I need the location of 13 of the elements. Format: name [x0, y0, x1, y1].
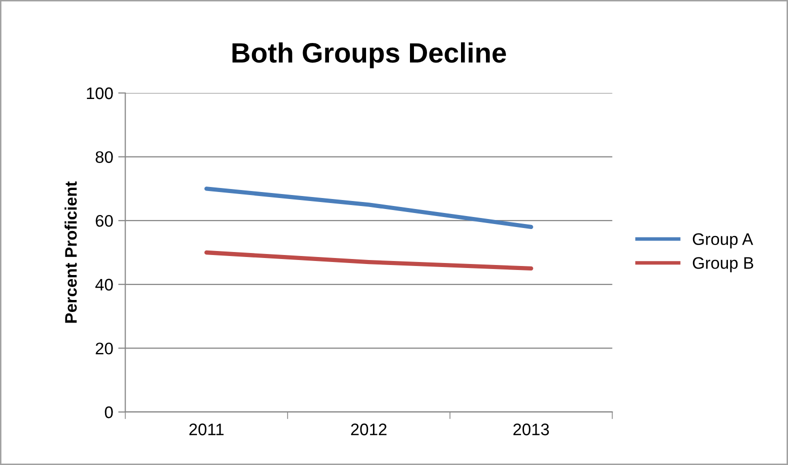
legend-label: Group A — [692, 233, 754, 248]
y-axis-title: Percent Proficient — [64, 181, 77, 323]
y-tick-label: 60 — [96, 214, 113, 227]
chart-title: Both Groups Decline — [232, 42, 506, 68]
y-tick-label: 100 — [86, 87, 113, 100]
x-tick-label: 2011 — [189, 424, 224, 436]
y-tick-label: 40 — [95, 278, 113, 291]
legend-label: Group B — [692, 257, 754, 272]
x-tick-label: 2012 — [351, 424, 386, 436]
x-tick-label: 2013 — [513, 424, 549, 436]
y-tick-label: 0 — [104, 406, 113, 418]
y-tick-label: 80 — [96, 151, 113, 163]
y-tick-label: 20 — [96, 342, 113, 354]
